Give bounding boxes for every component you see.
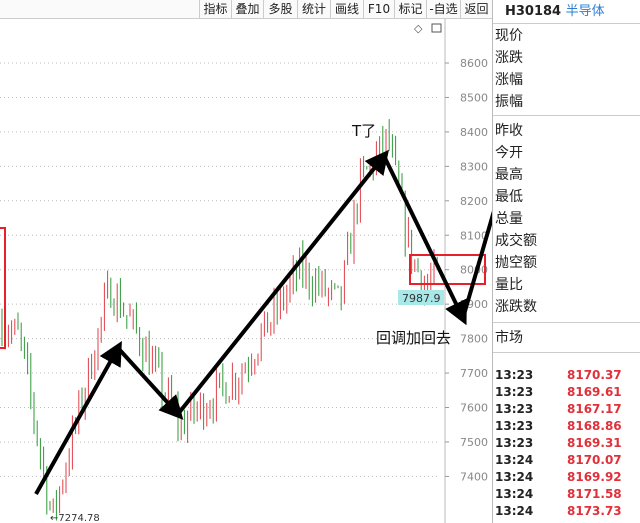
- tick-price: 8167.17: [567, 402, 622, 416]
- stock-name: 半导体: [565, 4, 605, 19]
- tick-row: 13:23 8169.61: [493, 384, 640, 400]
- y-tick-label: 8400: [460, 126, 488, 139]
- toolbar-button[interactable]: 统计: [297, 0, 330, 19]
- highlight-box: [0, 227, 6, 349]
- tick-time: 13:23: [495, 436, 534, 450]
- quote-label: 涨幅: [495, 72, 523, 88]
- stock-title: H30184 半导体: [493, 0, 640, 24]
- tick-row: 13:23 8167.17: [493, 401, 640, 417]
- tick-price: 8173.73: [567, 504, 622, 518]
- toolbar-button[interactable]: 指标: [199, 0, 231, 19]
- current-price-label: 7987.9: [402, 292, 441, 305]
- stock-code: H30184: [505, 4, 562, 19]
- tick-row: 13:23 8169.31: [493, 435, 640, 451]
- candlestick-chart[interactable]: 8600850084008300820081008000790078007700…: [0, 19, 492, 523]
- tick-row: 13:24 8170.07: [493, 452, 640, 468]
- toolbar-button[interactable]: 画线: [330, 0, 363, 19]
- tick-price: 8168.86: [567, 419, 622, 433]
- trend-arrow: [116, 346, 184, 420]
- y-tick-label: 7400: [460, 470, 488, 483]
- quote-label: 总量: [495, 211, 523, 227]
- quote-panel: H30184 半导体 现价涨跌涨幅振幅 昨收今开最高最低总量成交额抛空额量比涨跌…: [492, 0, 640, 523]
- quote-label: 振幅: [495, 94, 523, 110]
- tick-price: 8171.58: [567, 487, 622, 501]
- y-tick-label: 8500: [460, 91, 488, 104]
- quote-label: 现价: [495, 28, 523, 44]
- y-tick-label: 8100: [460, 229, 488, 242]
- y-tick-label: 7800: [460, 333, 488, 346]
- toolbar-button[interactable]: -自选: [426, 0, 460, 19]
- y-tick-label: 7700: [460, 367, 488, 380]
- tick-list: 13:23 8170.37 13:23 8169.61 13:23 8167.17 13:2…: [493, 367, 640, 523]
- low-price-label: ←7274.78: [50, 513, 100, 523]
- panel-toggle-icon: [431, 23, 442, 33]
- annotation-text: 回调加回去: [376, 329, 451, 347]
- tick-time: 13:24: [495, 487, 534, 501]
- y-tick-label: 8200: [460, 195, 488, 208]
- tick-row: 13:23 8170.37: [493, 367, 640, 383]
- tick-price: 8170.37: [567, 368, 622, 382]
- trend-arrow: [176, 149, 389, 416]
- quote-label: 今开: [495, 145, 523, 161]
- tick-time: 13:23: [495, 402, 534, 416]
- tick-time: 13:24: [495, 504, 534, 518]
- toolbar-button[interactable]: 叠加: [231, 0, 263, 19]
- chart-toolbar: 指标 叠加 多股 统计 画线 F10 标记 -自选 返回: [0, 0, 492, 19]
- toolbar-button[interactable]: 返回: [460, 0, 492, 19]
- tick-price: 8169.92: [567, 470, 622, 484]
- quote-label: 涨跌数: [495, 299, 537, 315]
- quote-label: 成交额: [495, 233, 537, 249]
- tick-price: 8169.31: [567, 436, 622, 450]
- toolbar-button[interactable]: 标记: [394, 0, 426, 19]
- y-tick-label: 7600: [460, 402, 488, 415]
- tick-time: 13:24: [495, 453, 534, 467]
- tick-price: 8169.61: [567, 385, 622, 399]
- tick-row: 13:23 8168.86: [493, 418, 640, 434]
- tick-time: 13:23: [495, 368, 534, 382]
- trend-arrow: [34, 341, 122, 495]
- toolbar-button[interactable]: F10: [363, 0, 394, 19]
- tick-time: 13:23: [495, 419, 534, 433]
- tick-row: 13:24 8169.92: [493, 469, 640, 485]
- quote-label: 最高: [495, 167, 523, 183]
- y-tick-label: 7500: [460, 436, 488, 449]
- quote-label: 涨跌: [495, 50, 523, 66]
- tick-row: 13:24 8173.73: [493, 503, 640, 519]
- y-tick-label: 8000: [460, 264, 488, 277]
- annotation-text: T了: [351, 122, 376, 140]
- quote-label: 最低: [495, 189, 523, 205]
- y-tick-label: 8600: [460, 57, 488, 70]
- quote-label: 昨收: [495, 123, 523, 139]
- tick-time: 13:23: [495, 385, 534, 399]
- current-price-bg: [398, 290, 444, 305]
- toolbar-button[interactable]: 多股: [263, 0, 297, 19]
- trend-arrow: [382, 155, 467, 326]
- diamond-icon: ◇: [414, 22, 423, 35]
- quote-label: 量比: [495, 277, 523, 293]
- tick-row: 13:24 8171.58: [493, 486, 640, 502]
- quote-label: 抛空额: [495, 255, 537, 271]
- y-tick-label: 8300: [460, 160, 488, 173]
- market-label: 市场: [493, 323, 640, 353]
- tick-time: 13:24: [495, 470, 534, 484]
- trend-arrow: [461, 210, 492, 319]
- tick-price: 8170.07: [567, 453, 622, 467]
